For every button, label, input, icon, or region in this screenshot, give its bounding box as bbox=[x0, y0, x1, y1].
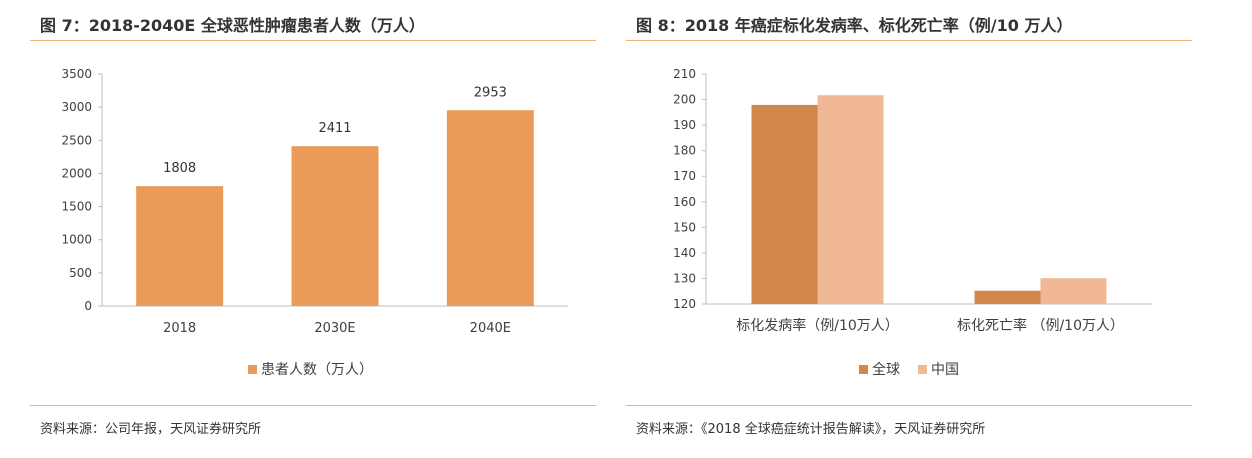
fig7-x-tick-label: 2040E bbox=[470, 321, 511, 336]
fig7-x-tick-label: 2030E bbox=[314, 321, 355, 336]
figure-7-chart: 0 500 1000 1500 2000 2500 3000 3500 1808 2018 2411… bbox=[61, 67, 568, 378]
fig7-y-tick-label: 3500 bbox=[61, 67, 92, 81]
fig8-bar bbox=[751, 104, 818, 304]
fig8-y-tick-label: 130 bbox=[673, 271, 696, 285]
fig8-legend-label: 中国 bbox=[931, 362, 959, 378]
fig8-bar bbox=[1040, 278, 1107, 304]
fig8-legend-label: 全球 bbox=[872, 361, 900, 378]
fig8-y-tick-label: 180 bbox=[673, 144, 696, 158]
fig7-bar bbox=[291, 146, 379, 306]
fig8-x-tick-label: 标化发病率（例/10万人） bbox=[736, 317, 899, 334]
fig7-y-tick-label: 2000 bbox=[61, 166, 92, 180]
fig7-legend-label: 患者人数（万人） bbox=[261, 362, 373, 378]
figure-7-top-rule bbox=[30, 40, 596, 41]
figure-8-source: 资料来源：《2018 全球癌症统计报告解读》，天风证券研究所 bbox=[636, 422, 986, 437]
figure-7-source: 资料来源：公司年报，天风证券研究所 bbox=[40, 422, 262, 437]
fig8-y-tick-label: 170 bbox=[673, 169, 696, 183]
fig8-legend-swatch bbox=[918, 365, 927, 374]
fig7-data-label: 2411 bbox=[318, 121, 351, 136]
figure-7-bottom-rule bbox=[30, 405, 596, 406]
fig7-y-tick-label: 1000 bbox=[61, 233, 92, 247]
figure-8-panel: 图 8：2018 年癌症标化发病率、标化死亡率（例/10 万人） 120 130 1… bbox=[626, 0, 1252, 458]
fig8-y-tick-label: 150 bbox=[673, 220, 696, 234]
figure-7-panel: 图 7：2018-2040E 全球恶性肿瘤患者人数（万人） 0 500 1000 15… bbox=[0, 0, 620, 458]
fig7-data-label: 2953 bbox=[474, 85, 507, 100]
fig7-y-tick-label: 2500 bbox=[61, 133, 92, 147]
fig8-x-tick-label: 标化死亡率 （例/10万人） bbox=[957, 317, 1124, 334]
fig8-y-tick-label: 120 bbox=[673, 297, 696, 311]
fig8-y-tick-label: 190 bbox=[673, 118, 696, 132]
fig8-bar bbox=[817, 95, 884, 304]
fig8-y-tick-label: 200 bbox=[673, 93, 696, 107]
fig7-bar bbox=[446, 110, 534, 306]
figure-8-top-rule bbox=[626, 40, 1192, 41]
figure-7-title: 图 7：2018-2040E 全球恶性肿瘤患者人数（万人） bbox=[40, 16, 425, 35]
fig8-y-tick-label: 160 bbox=[673, 195, 696, 209]
fig7-data-label: 1808 bbox=[163, 161, 196, 176]
figure-8-bottom-rule bbox=[626, 405, 1192, 406]
fig7-bar bbox=[136, 186, 224, 306]
fig7-legend-swatch bbox=[248, 365, 257, 374]
fig7-x-tick-label: 2018 bbox=[163, 321, 196, 336]
fig8-legend-swatch bbox=[859, 365, 868, 374]
fig7-y-tick-label: 3000 bbox=[61, 100, 92, 114]
fig8-y-tick-label: 140 bbox=[673, 246, 696, 260]
figure-8-title: 图 8：2018 年癌症标化发病率、标化死亡率（例/10 万人） bbox=[636, 16, 1073, 35]
fig8-y-tick-label: 210 bbox=[673, 67, 696, 81]
fig7-y-tick-label: 0 bbox=[84, 299, 92, 313]
figure-8-chart: 120 130 140 150 160 170 180 190 200 210 标化发病率（例/10… bbox=[673, 67, 1152, 378]
fig7-y-tick-label: 500 bbox=[69, 266, 92, 280]
fig8-bar bbox=[974, 290, 1041, 304]
fig7-y-tick-label: 1500 bbox=[61, 200, 92, 214]
